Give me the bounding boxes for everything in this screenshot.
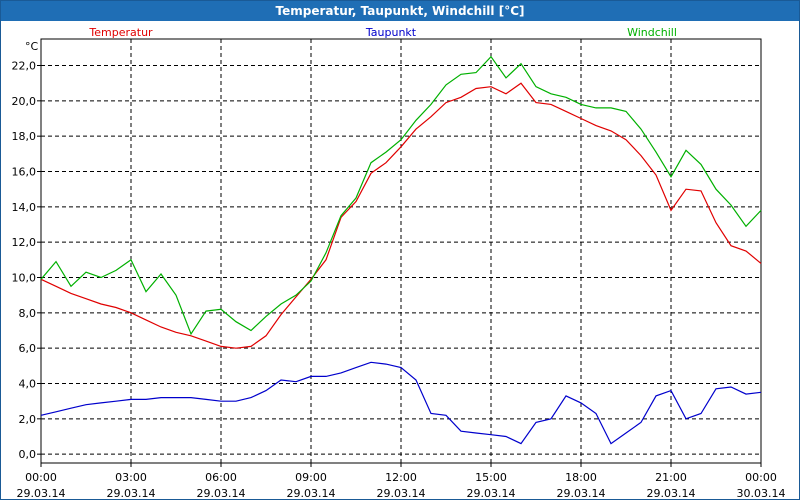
x-tick-time-label: 00:00 [25, 471, 57, 484]
y-tick-label: 20,0 [12, 95, 37, 108]
x-axis: 00:00 29.03.14 03:00 29.03.14 06:00 29.03.14 0… [17, 463, 786, 499]
series-line-temperatur [40, 82, 762, 349]
x-tick-date-label: 29.03.14 [377, 487, 426, 499]
x-tick-date-label: 29.03.14 [467, 487, 516, 499]
x-tick-time-label: 09:00 [295, 471, 327, 484]
x-tick-time-label: 06:00 [205, 471, 237, 484]
y-axis-label: °C [25, 40, 39, 53]
x-tick-time-label: 18:00 [565, 471, 597, 484]
series-line-taupunkt [40, 361, 762, 445]
legend-item-temperatur: Temperatur [88, 26, 153, 39]
y-tick-label: 0,0 [19, 448, 37, 461]
x-tick-date-label: 29.03.14 [17, 487, 66, 499]
y-tick-label: 2,0 [19, 413, 37, 426]
y-tick-label: 18,0 [12, 130, 37, 143]
x-tick-date-label: 29.03.14 [197, 487, 246, 499]
y-tick-label: 6,0 [19, 342, 37, 355]
line-chart: °C 0,0 2,0 4,0 6,0 8,0 10,0 12,0 14,0 16,0 18,0 20… [12, 26, 786, 499]
y-tick-label: 22,0 [12, 60, 37, 73]
y-tick-label: 16,0 [12, 166, 37, 179]
y-tick-label: 12,0 [12, 236, 37, 249]
x-tick-time-label: 03:00 [115, 471, 147, 484]
series-lines [40, 55, 762, 445]
x-tick-time-label: 21:00 [655, 471, 687, 484]
x-tick-date-label: 29.03.14 [287, 487, 336, 499]
legend-item-windchill: Windchill [627, 26, 677, 39]
y-tick-label: 8,0 [19, 307, 37, 320]
y-tick-label: 10,0 [12, 272, 37, 285]
chart-title: Temperatur, Taupunkt, Windchill [°C] [1, 1, 799, 21]
legend-item-taupunkt: Taupunkt [365, 26, 417, 39]
x-tick-time-label: 12:00 [385, 471, 417, 484]
x-tick-time-label: 15:00 [475, 471, 507, 484]
series-line-windchill [40, 55, 762, 336]
x-tick-date-label: 29.03.14 [647, 487, 696, 499]
x-tick-date-label: 30.03.14 [737, 487, 786, 499]
y-tick-label: 14,0 [12, 201, 37, 214]
x-tick-date-label: 29.03.14 [107, 487, 156, 499]
y-axis: 0,0 2,0 4,0 6,0 8,0 10,0 12,0 14,0 16,0 18,0 20,0 2… [12, 60, 41, 461]
y-tick-label: 4,0 [19, 378, 37, 391]
grid [40, 39, 762, 463]
x-tick-time-label: 00:00 [745, 471, 777, 484]
x-tick-date-label: 29.03.14 [557, 487, 606, 499]
legend: Temperatur Taupunkt Windchill [88, 26, 677, 39]
